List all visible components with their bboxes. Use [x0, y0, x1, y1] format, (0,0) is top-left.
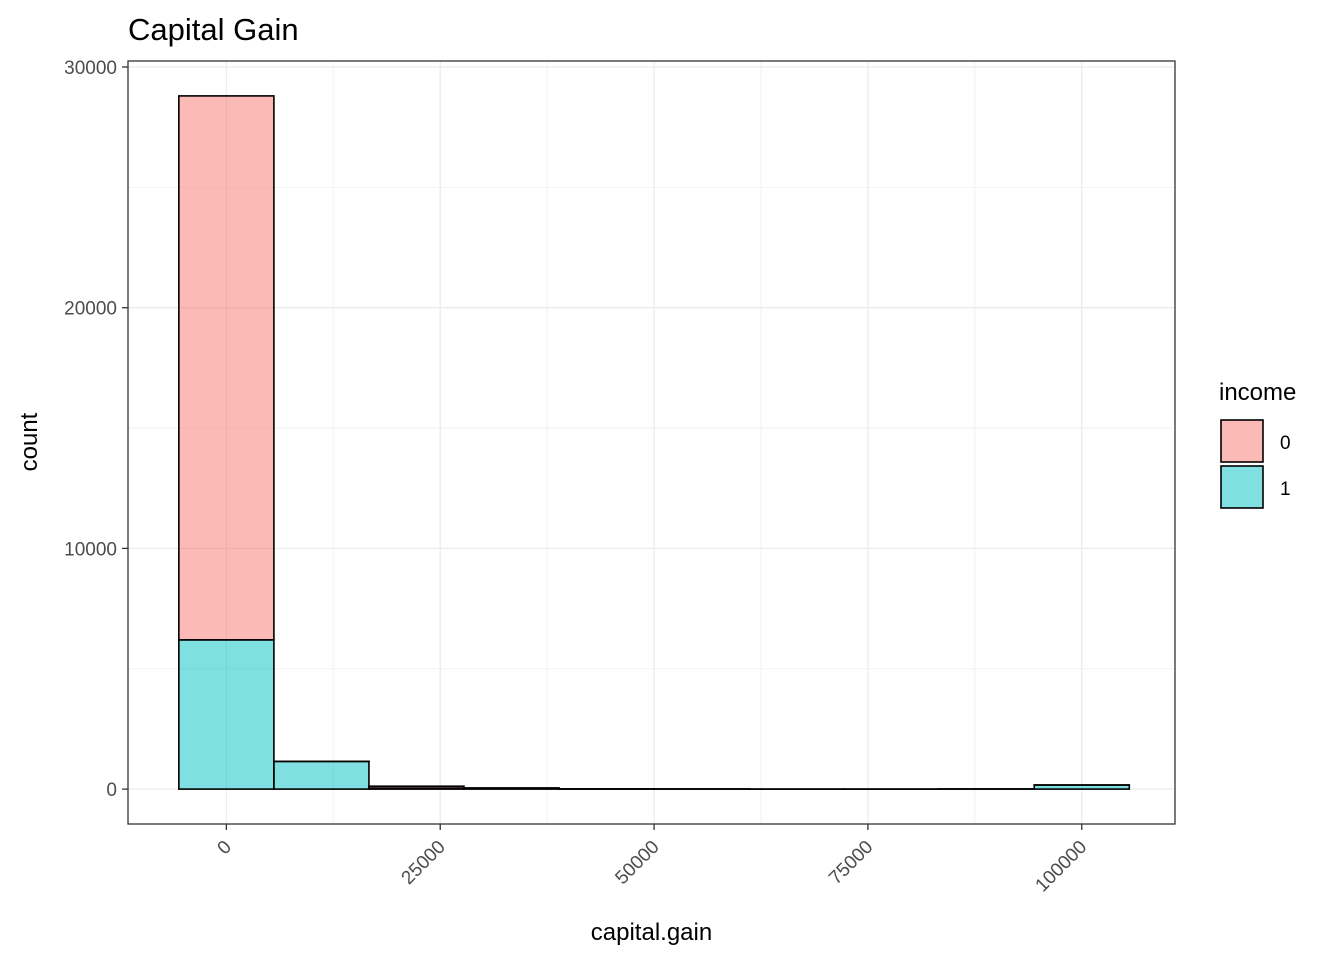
x-tick-label: 0	[214, 837, 236, 859]
x-tick-label: 100000	[1032, 837, 1092, 897]
legend-key-1	[1220, 465, 1264, 509]
plot-panel	[128, 61, 1175, 824]
bar-income-0-bin-2	[368, 785, 465, 789]
legend-key-0	[1220, 419, 1264, 463]
legend-title: income	[1219, 379, 1296, 406]
y-tick-label: 30000	[64, 58, 117, 79]
legend-label-1: 1	[1280, 479, 1291, 500]
plot-panel-border	[127, 60, 1176, 825]
y-axis-title: count	[16, 412, 43, 471]
legend-label-0: 0	[1280, 433, 1291, 454]
bar-income-0-bin-0	[178, 95, 275, 641]
histogram-bars	[178, 95, 1131, 790]
bar-income-1-bin-1	[273, 760, 370, 790]
x-tick-label: 25000	[398, 837, 450, 889]
y-tick-label: 0	[106, 780, 117, 801]
y-tick-label: 20000	[64, 299, 117, 320]
x-axis-title: capital.gain	[591, 919, 712, 946]
y-tick-label: 10000	[64, 539, 117, 560]
legend: income 0 1	[1219, 379, 1296, 509]
x-tick-label: 50000	[611, 837, 663, 889]
bar-income-1-bin-0	[178, 639, 275, 790]
chart-title: Capital Gain	[128, 12, 299, 47]
x-tick-label: 75000	[825, 837, 877, 889]
